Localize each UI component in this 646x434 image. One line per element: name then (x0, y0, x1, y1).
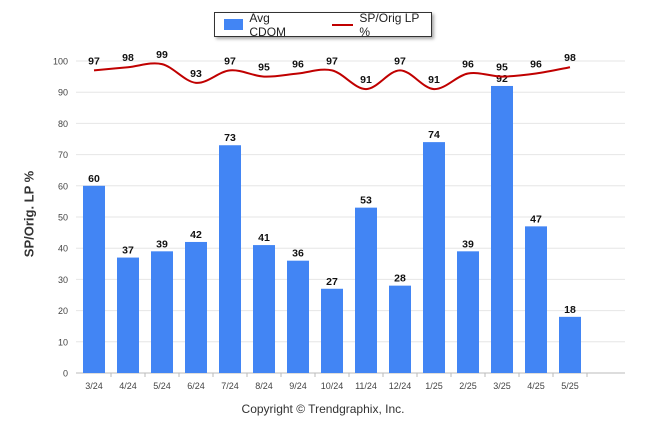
copyright: Copyright © Trendgraphix, Inc. (241, 402, 405, 416)
bar (151, 251, 173, 373)
x-tick-label: 5/25 (561, 381, 579, 391)
bar (219, 145, 241, 373)
y-tick-label: 60 (58, 181, 68, 191)
legend-item-avg-cdom[interactable]: Avg CDOM (224, 11, 308, 39)
x-tick-labels: 3/24 4/24 5/24 6/24 7/24 8/24 9/24 10/24 11/24 12… (85, 373, 588, 391)
line-data-label: 98 (122, 52, 134, 64)
y-tick-label: 10 (58, 337, 68, 347)
line-data-label: 95 (496, 62, 508, 74)
line-data-label: 96 (292, 58, 304, 70)
x-tick-label: 4/25 (527, 381, 545, 391)
y-axis-label: SP/Orig. LP % (21, 170, 37, 258)
legend-item-sp-orig[interactable]: SP/Orig LP % (332, 11, 431, 39)
y-tick-label: 0 (63, 369, 68, 379)
bar (491, 85, 513, 374)
legend-label-sp-orig: SP/Orig LP % (359, 10, 420, 39)
bar (321, 288, 343, 373)
line-data-label: 96 (462, 58, 474, 70)
y-tick-label: 40 (58, 244, 68, 254)
sp-orig-line (93, 62, 571, 91)
bar-data-label: 18 (564, 304, 576, 316)
bar (423, 142, 445, 373)
bar-data-label: 73 (224, 132, 236, 144)
x-tick-label: 3/25 (493, 381, 511, 391)
y-tick-label: 90 (58, 88, 68, 98)
x-tick-label: 8/24 (255, 381, 273, 391)
legend-bar-swatch (224, 19, 244, 30)
line-data-labels: 97 98 99 93 97 95 96 97 91 97 91 96 95 96 98 (88, 49, 576, 86)
x-tick-label: 3/24 (85, 381, 103, 391)
bar-data-label: 41 (258, 232, 270, 244)
bar-data-label: 47 (530, 213, 542, 225)
bar-data-label: 28 (394, 273, 406, 285)
line-data-label: 97 (88, 55, 100, 67)
line-data-label: 93 (190, 68, 202, 80)
line-data-label: 97 (224, 55, 236, 67)
bar (253, 245, 275, 373)
legend-line-swatch (332, 23, 354, 26)
line-data-label: 96 (530, 58, 542, 70)
bar (83, 185, 105, 373)
bar (117, 257, 139, 373)
x-tick-label: 12/24 (389, 381, 412, 391)
bar (287, 260, 309, 373)
x-tick-label: 10/24 (321, 381, 344, 391)
x-tick-label: 9/24 (289, 381, 307, 391)
bar-data-label: 36 (292, 248, 304, 260)
bar (355, 207, 377, 373)
line-data-label: 97 (394, 55, 406, 67)
line-data-label: 98 (564, 52, 576, 64)
line-data-label: 91 (428, 74, 440, 86)
y-tick-label: 50 (58, 213, 68, 223)
x-tick-label: 1/25 (425, 381, 443, 391)
x-tick-label: 6/24 (187, 381, 205, 391)
bars (83, 85, 581, 374)
line-data-label: 91 (360, 74, 372, 86)
bar-data-label: 39 (156, 238, 168, 250)
x-tick-label: 4/24 (119, 381, 137, 391)
bar (559, 316, 581, 373)
bar-data-label: 53 (360, 195, 372, 207)
legend: Avg CDOM SP/Orig LP % (214, 11, 432, 39)
y-tick-label: 70 (58, 150, 68, 160)
x-tick-label: 2/25 (459, 381, 477, 391)
y-tick-label: 30 (58, 275, 68, 285)
bar-data-label: 74 (428, 129, 440, 141)
y-tick-label: 80 (58, 119, 68, 129)
bar-data-label: 37 (122, 245, 134, 257)
y-tick-labels: 0 10 20 30 40 50 60 70 80 90 100 (53, 57, 68, 379)
bar-data-label: 27 (326, 276, 338, 288)
y-tick-label: 100 (53, 57, 68, 67)
line-data-label: 97 (326, 55, 338, 67)
bar-data-label: 92 (496, 73, 508, 85)
x-tick-label: 5/24 (153, 381, 171, 391)
line-data-label: 95 (258, 62, 270, 74)
legend-label-avg-cdom: Avg CDOM (249, 10, 287, 39)
bar (389, 285, 411, 373)
line-series (93, 62, 571, 91)
bar-data-label: 60 (88, 173, 100, 185)
y-tick-label: 20 (58, 306, 68, 316)
x-tick-label: 11/24 (355, 381, 377, 391)
bar-data-label: 39 (462, 238, 474, 250)
bar-data-label: 42 (190, 229, 202, 241)
bar (457, 251, 479, 373)
bar (525, 226, 547, 373)
bar-data-labels: 60 37 39 42 73 41 36 27 53 28 74 39 92 47 18 (88, 73, 576, 316)
x-tick-label: 7/24 (221, 381, 239, 391)
line-data-label: 99 (156, 49, 168, 61)
bar (185, 241, 207, 373)
